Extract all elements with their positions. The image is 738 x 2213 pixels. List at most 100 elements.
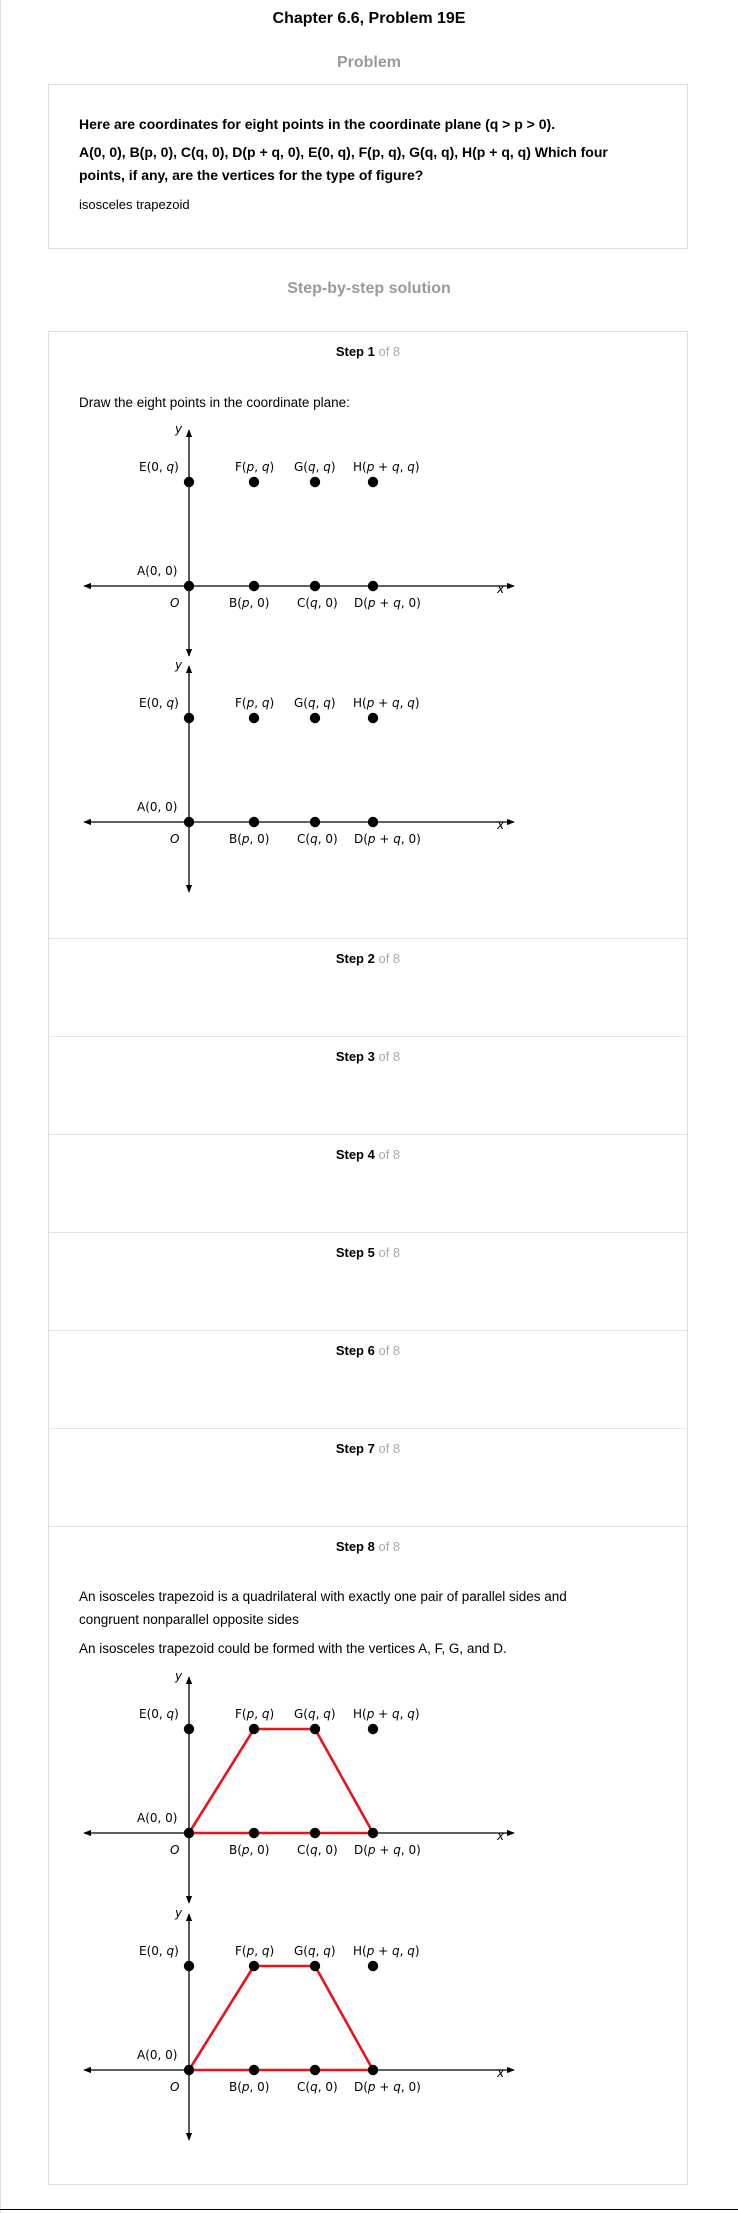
point-label-F: F(p, q) <box>235 1707 275 1721</box>
point-label-B: B(p, 0) <box>229 832 270 846</box>
point-label-C: C(q, 0) <box>297 596 338 610</box>
point-label-C: C(q, 0) <box>297 1843 338 1857</box>
page-bottom-border <box>0 2209 738 2210</box>
step-divider <box>49 1330 687 1331</box>
point-label-G: G(q, q) <box>294 460 336 474</box>
origin-label: O <box>170 596 180 610</box>
point-label-H: H(p + q, q) <box>353 696 420 710</box>
point-C <box>309 816 321 828</box>
origin-label: O <box>170 1843 180 1857</box>
point-label-D: D(p + q, 0) <box>354 1843 421 1857</box>
problem-question-line3: points, if any, are the vertices for the… <box>79 167 424 183</box>
point-A <box>183 1827 195 1839</box>
point-label-D: D(p + q, 0) <box>354 2080 421 2094</box>
step-divider <box>49 1428 687 1429</box>
step-divider <box>49 1036 687 1037</box>
point-label-B: B(p, 0) <box>229 2080 270 2094</box>
step-8-text-1: An isosceles trapezoid is a quadrilatera… <box>79 1589 567 1604</box>
point-F <box>248 1723 260 1735</box>
origin-label: O <box>170 832 180 846</box>
axis-label-x: x <box>497 818 505 832</box>
point-label-C: C(q, 0) <box>297 832 338 846</box>
point-D <box>367 580 379 592</box>
step-1-text: Draw the eight points in the coordinate … <box>79 395 350 410</box>
step-1-header: Step 1 of 8 <box>335 344 401 359</box>
point-label-E: E(0, q) <box>139 696 179 710</box>
problem-question-line1: Here are coordinates for eight points in… <box>79 116 556 132</box>
point-label-F: F(p, q) <box>235 460 275 474</box>
point-label-E: E(0, q) <box>139 460 179 474</box>
point-C <box>309 580 321 592</box>
axis-label-y: y <box>175 422 183 436</box>
plane-svg <box>83 1676 515 1904</box>
problem-box: Here are coordinates for eight points in… <box>48 84 688 249</box>
point-H <box>367 476 379 488</box>
point-C <box>309 1827 321 1839</box>
point-B <box>248 1827 260 1839</box>
problem-section-title: Problem <box>336 54 401 71</box>
trapezoid-AFGD <box>187 1727 375 1835</box>
point-F <box>248 476 260 488</box>
step-8-text-3: An isosceles trapezoid could be formed w… <box>79 1641 507 1656</box>
point-H <box>367 1723 379 1735</box>
coordinate-figure: E(0, q) F(p, q) G(q, q) H(p + q, q) A(0, 0) B… <box>79 658 519 900</box>
point-D <box>367 816 379 828</box>
point-label-G: G(q, q) <box>294 1944 336 1958</box>
point-A <box>183 816 195 828</box>
point-label-H: H(p + q, q) <box>353 460 420 474</box>
point-E <box>183 1960 195 1972</box>
point-label-E: E(0, q) <box>139 1944 179 1958</box>
step-7-header: Step 7 of 8 <box>335 1441 401 1456</box>
point-label-H: H(p + q, q) <box>353 1707 420 1721</box>
step-6-header: Step 6 of 8 <box>335 1343 401 1358</box>
origin-label: O <box>170 2080 180 2094</box>
plane-svg <box>83 429 515 657</box>
point-B <box>248 2064 260 2076</box>
point-label-F: F(p, q) <box>235 1944 275 1958</box>
point-H <box>367 712 379 724</box>
step-4-header: Step 4 of 8 <box>335 1147 401 1162</box>
point-B <box>248 580 260 592</box>
point-C <box>309 2064 321 2076</box>
step-8-header: Step 8 of 8 <box>335 1539 401 1554</box>
axis-label-y: y <box>175 1669 183 1683</box>
point-label-G: G(q, q) <box>294 696 336 710</box>
problem-question-line2: A(0, 0), B(p, 0), C(q, 0), D(p + q, 0), … <box>79 144 608 160</box>
step-divider <box>49 1526 687 1527</box>
point-G <box>309 712 321 724</box>
trapezoid-figure: E(0, q) F(p, q) G(q, q) H(p + q, q) A(0, 0) B… <box>79 1906 519 2148</box>
step-3-header: Step 3 of 8 <box>335 1049 401 1064</box>
point-label-B: B(p, 0) <box>229 596 270 610</box>
point-label-D: D(p + q, 0) <box>354 596 421 610</box>
point-label-A: A(0, 0) <box>137 800 178 814</box>
point-label-A: A(0, 0) <box>137 2048 178 2062</box>
page-edge <box>0 0 1 2213</box>
point-B <box>248 816 260 828</box>
point-D <box>367 1827 379 1839</box>
step-2-header: Step 2 of 8 <box>335 951 401 966</box>
axis-label-y: y <box>175 1906 183 1920</box>
point-E <box>183 712 195 724</box>
plane-svg <box>83 1913 515 2141</box>
axis-label-x: x <box>497 2066 505 2080</box>
point-A <box>183 580 195 592</box>
point-G <box>309 476 321 488</box>
point-label-A: A(0, 0) <box>137 1811 178 1825</box>
point-label-B: B(p, 0) <box>229 1843 270 1857</box>
trapezoid-figure: E(0, q) F(p, q) G(q, q) H(p + q, q) A(0, 0) B… <box>79 1669 519 1911</box>
plane-svg <box>83 665 515 893</box>
point-label-A: A(0, 0) <box>137 564 178 578</box>
point-F <box>248 712 260 724</box>
point-A <box>183 2064 195 2076</box>
point-G <box>309 1960 321 1972</box>
axis-label-x: x <box>497 582 505 596</box>
step-divider <box>49 1232 687 1233</box>
point-G <box>309 1723 321 1735</box>
step-8-text-2: congruent nonparallel opposite sides <box>79 1612 299 1627</box>
step-divider <box>49 938 687 939</box>
axis-label-x: x <box>497 1829 505 1843</box>
step-5-header: Step 5 of 8 <box>335 1245 401 1260</box>
point-D <box>367 2064 379 2076</box>
point-label-G: G(q, q) <box>294 1707 336 1721</box>
trapezoid-AFGD <box>187 1964 375 2072</box>
